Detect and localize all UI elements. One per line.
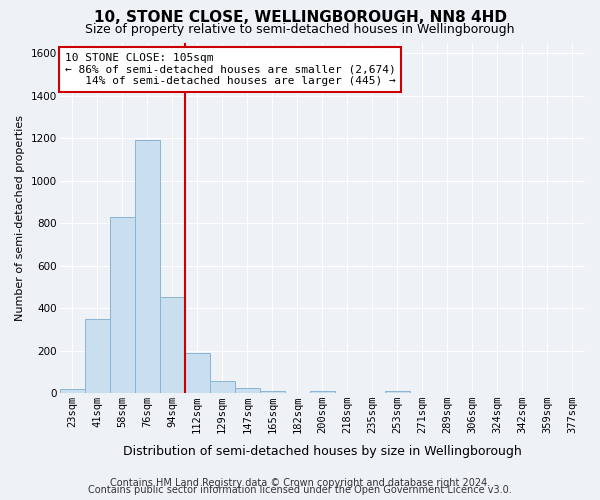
Text: Contains public sector information licensed under the Open Government Licence v3: Contains public sector information licen… (88, 485, 512, 495)
Bar (110, 216, 134, 393)
Bar (85, 318, 110, 393)
Text: Contains HM Land Registry data © Crown copyright and database right 2024.: Contains HM Land Registry data © Crown c… (110, 478, 490, 488)
Bar (59, 389, 85, 393)
Text: Size of property relative to semi-detached houses in Wellingborough: Size of property relative to semi-detach… (85, 22, 515, 36)
Bar (385, 391, 410, 393)
X-axis label: Distribution of semi-detached houses by size in Wellingborough: Distribution of semi-detached houses by … (123, 444, 521, 458)
Bar (185, 352, 210, 393)
Y-axis label: Number of semi-detached properties: Number of semi-detached properties (15, 115, 25, 321)
Bar (235, 388, 260, 393)
Text: 10 STONE CLOSE: 105sqm
← 86% of semi-detached houses are smaller (2,674)
   14% : 10 STONE CLOSE: 105sqm ← 86% of semi-det… (65, 53, 395, 86)
Bar (134, 140, 160, 393)
Bar (160, 298, 185, 393)
Bar (210, 382, 235, 393)
Bar (260, 391, 285, 393)
Bar (310, 391, 335, 393)
Text: 10, STONE CLOSE, WELLINGBOROUGH, NN8 4HD: 10, STONE CLOSE, WELLINGBOROUGH, NN8 4HD (94, 10, 506, 25)
